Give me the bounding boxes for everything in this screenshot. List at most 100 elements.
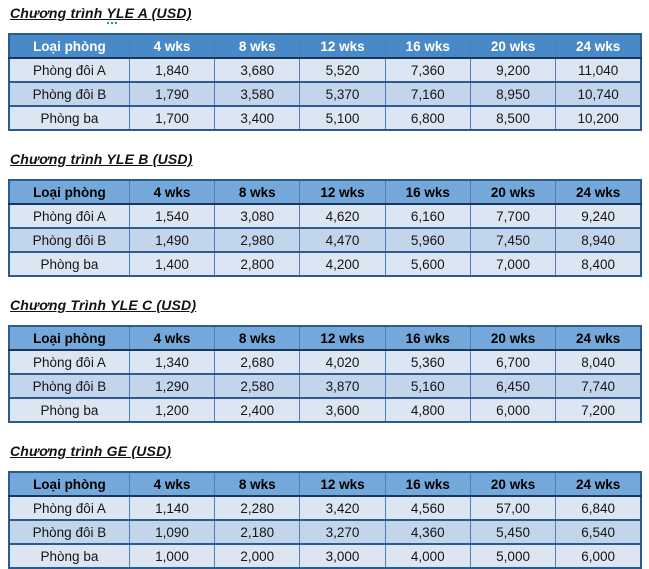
- price-cell: 6,700: [469, 349, 556, 374]
- price-cell: 6,800: [384, 105, 471, 130]
- room-type-header: Loại phòng: [9, 180, 130, 205]
- price-cell: 7,160: [384, 81, 471, 106]
- program-section: Chương trình YLE A (USD) Loại phòng 4 wks 8…: [8, 3, 642, 131]
- price-cell: 1,840: [128, 57, 215, 82]
- price-cell: 5,100: [299, 105, 386, 130]
- weeks-column-header: 16 wks: [384, 180, 471, 205]
- program-title: Chương Trình YLE C (USD): [10, 297, 197, 313]
- price-cell: 6,000: [469, 397, 556, 422]
- room-type-header: Loại phòng: [9, 326, 130, 351]
- weeks-column-header: 20 wks: [469, 34, 556, 59]
- table-row: Phòng đôi A 1,540 3,080 4,620 6,160 7,700 9,24…: [9, 203, 641, 228]
- price-cell: 6,840: [555, 495, 641, 520]
- price-cell: 10,200: [555, 105, 641, 130]
- price-cell: 6,540: [555, 519, 641, 544]
- price-cell: 8,500: [469, 105, 556, 130]
- spellcheck-squiggle: [107, 22, 117, 24]
- price-cell: 5,600: [384, 251, 471, 276]
- price-cell: 7,000: [469, 251, 556, 276]
- price-cell: 5,370: [299, 81, 386, 106]
- price-cell: 4,020: [299, 349, 386, 374]
- room-type-cell: Phòng ba: [9, 397, 130, 422]
- weeks-column-header: 20 wks: [469, 180, 556, 205]
- price-cell: 11,040: [555, 57, 641, 82]
- weeks-column-header: 8 wks: [214, 472, 300, 497]
- price-cell: 2,800: [214, 251, 300, 276]
- price-cell: 4,000: [384, 543, 471, 568]
- room-type-cell: Phòng đôi B: [9, 81, 130, 106]
- table-row: Phòng ba 1,400 2,800 4,200 5,600 7,000 8,400: [9, 251, 641, 276]
- price-cell: 2,580: [214, 373, 300, 398]
- table-row: Phòng ba 1,000 2,000 3,000 4,000 5,000 6,000: [9, 543, 641, 568]
- price-cell: 6,450: [469, 373, 556, 398]
- price-cell: 1,090: [128, 519, 215, 544]
- price-cell: 2,400: [214, 397, 300, 422]
- weeks-column-header: 16 wks: [384, 326, 471, 351]
- table-row: Phòng ba 1,200 2,400 3,600 4,800 6,000 7,200: [9, 397, 641, 422]
- price-cell: 7,700: [469, 203, 556, 228]
- price-cell: 10,740: [555, 81, 641, 106]
- weeks-column-header: 24 wks: [555, 34, 641, 59]
- room-type-cell: Phòng đôi A: [9, 203, 130, 228]
- pricing-table: Loại phòng 4 wks 8 wks 12 wks 16 wks 20 wks 24…: [8, 325, 642, 423]
- price-cell: 3,680: [214, 57, 300, 82]
- price-cell: 9,240: [555, 203, 641, 228]
- room-type-cell: Phòng đôi B: [9, 373, 130, 398]
- pricing-table: Loại phòng 4 wks 8 wks 12 wks 16 wks 20 wks 24…: [8, 33, 642, 131]
- price-cell: 6,000: [555, 543, 641, 568]
- program-title: Chương trình YLE B (USD): [10, 151, 193, 167]
- price-cell: 1,140: [128, 495, 215, 520]
- price-cell: 1,490: [128, 227, 215, 252]
- price-cell: 7,740: [555, 373, 641, 398]
- room-type-cell: Phòng ba: [9, 251, 130, 276]
- price-cell: 3,870: [299, 373, 386, 398]
- price-cell: 3,420: [299, 495, 386, 520]
- price-cell: 3,580: [214, 81, 300, 106]
- price-cell: 57,00: [469, 495, 556, 520]
- price-cell: 9,200: [469, 57, 556, 82]
- table-row: Phòng đôi B 1,490 2,980 4,470 5,960 7,450 8,94…: [9, 227, 641, 252]
- table-row: Phòng đôi A 1,840 3,680 5,520 7,360 9,200 11,0…: [9, 57, 641, 82]
- price-cell: 4,620: [299, 203, 386, 228]
- price-cell: 2,280: [214, 495, 300, 520]
- weeks-column-header: 8 wks: [214, 34, 300, 59]
- price-cell: 1,340: [128, 349, 215, 374]
- price-cell: 3,600: [299, 397, 386, 422]
- weeks-column-header: 20 wks: [469, 326, 556, 351]
- room-type-cell: Phòng đôi B: [9, 519, 130, 544]
- table-row: Phòng ba 1,700 3,400 5,100 6,800 8,500 10,200: [9, 105, 641, 130]
- program-section: Chương trình GE (USD) Loại phòng 4 wks 8 wk…: [8, 423, 642, 569]
- program-title: Chương trình YLE A (USD): [10, 5, 192, 24]
- pricing-table: Loại phòng 4 wks 8 wks 12 wks 16 wks 20 wks 24…: [8, 179, 642, 277]
- price-cell: 6,160: [384, 203, 471, 228]
- header-row: Loại phòng 4 wks 8 wks 12 wks 16 wks 20 wks 24…: [9, 472, 641, 497]
- price-cell: 1,540: [128, 203, 215, 228]
- price-cell: 1,790: [128, 81, 215, 106]
- weeks-column-header: 16 wks: [384, 34, 471, 59]
- room-type-cell: Phòng đôi A: [9, 495, 130, 520]
- price-cell: 2,000: [214, 543, 300, 568]
- price-cell: 7,450: [469, 227, 556, 252]
- header-row: Loại phòng 4 wks 8 wks 12 wks 16 wks 20 wks 24…: [9, 34, 641, 59]
- weeks-column-header: 4 wks: [128, 326, 215, 351]
- weeks-column-header: 4 wks: [128, 34, 215, 59]
- price-cell: 4,360: [384, 519, 471, 544]
- price-cell: 1,000: [128, 543, 215, 568]
- room-type-cell: Phòng ba: [9, 543, 130, 568]
- weeks-column-header: 12 wks: [299, 180, 386, 205]
- header-row: Loại phòng 4 wks 8 wks 12 wks 16 wks 20 wks 24…: [9, 326, 641, 351]
- weeks-column-header: 12 wks: [299, 326, 386, 351]
- price-cell: 1,700: [128, 105, 215, 130]
- table-row: Phòng đôi B 1,290 2,580 3,870 5,160 6,450 7,74…: [9, 373, 641, 398]
- weeks-column-header: 24 wks: [555, 472, 641, 497]
- price-cell: 7,360: [384, 57, 471, 82]
- weeks-column-header: 4 wks: [128, 180, 215, 205]
- price-cell: 8,040: [555, 349, 641, 374]
- header-row: Loại phòng 4 wks 8 wks 12 wks 16 wks 20 wks 24…: [9, 180, 641, 205]
- room-type-header: Loại phòng: [9, 472, 130, 497]
- price-cell: 4,560: [384, 495, 471, 520]
- table-row: Phòng đôi A 1,340 2,680 4,020 5,360 6,700 8,04…: [9, 349, 641, 374]
- price-cell: 3,400: [214, 105, 300, 130]
- price-cell: 4,470: [299, 227, 386, 252]
